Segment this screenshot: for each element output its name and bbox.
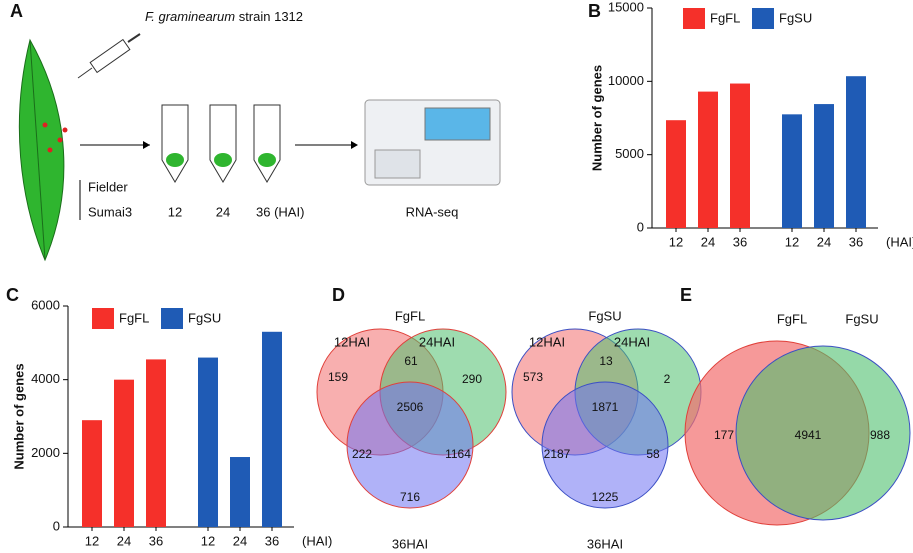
x-tick-label: 24: [817, 234, 831, 249]
timepoint: 24: [216, 204, 230, 219]
region-count: 13: [599, 354, 613, 368]
x-axis-label: (HAI): [302, 533, 332, 548]
region-count: 988: [870, 428, 890, 442]
legend-swatch: [92, 308, 114, 329]
region-count: 1871: [592, 400, 619, 414]
venn-diagram: [511, 328, 702, 509]
y-axis-label: Number of genes: [11, 363, 26, 469]
region-count: 2187: [544, 447, 571, 461]
venn-set: [735, 345, 911, 521]
bar: [198, 357, 218, 527]
legend-label: FgFL: [119, 310, 149, 325]
x-tick-label: 12: [669, 234, 683, 249]
set-label: 12HAI: [334, 334, 370, 349]
set-label: FgSU: [845, 311, 878, 326]
x-tick-label: 36: [849, 234, 863, 249]
set-label: 36HAI: [587, 536, 623, 551]
y-tick-label: 0: [53, 518, 60, 533]
region-count: 290: [462, 372, 482, 386]
timepoint: 12: [168, 204, 182, 219]
region-count: 2506: [397, 400, 424, 414]
y-tick-label: 0: [637, 219, 644, 234]
region-count: 177: [714, 428, 734, 442]
syringe: [77, 33, 141, 79]
sequencer: [364, 99, 501, 186]
panel-label: E: [680, 285, 692, 305]
x-tick-label: 12: [785, 234, 799, 249]
region-count: 222: [352, 447, 372, 461]
set-label: 24HAI: [419, 334, 455, 349]
venn-diagram: [316, 328, 507, 509]
panel-label: A: [10, 1, 23, 21]
x-tick-label: 36: [265, 533, 279, 548]
region-count: 159: [328, 370, 348, 384]
y-tick-label: 6000: [31, 297, 60, 312]
legend-label: FgSU: [188, 310, 221, 325]
bar: [666, 120, 686, 228]
tubes: [161, 104, 281, 183]
bar: [262, 331, 282, 527]
panel-label: D: [332, 285, 345, 305]
x-tick-label: 24: [233, 533, 247, 548]
bar: [846, 76, 866, 228]
x-tick-label: 12: [85, 533, 99, 548]
region-count: 573: [523, 370, 543, 384]
region-count: 716: [400, 490, 420, 504]
bar: [82, 420, 102, 527]
wheat-ear: [18, 38, 68, 262]
y-tick-label: 5000: [615, 146, 644, 161]
legend-swatch: [161, 308, 183, 329]
legend-swatch: [752, 8, 774, 29]
bar: [730, 83, 750, 229]
y-tick-label: 4000: [31, 371, 60, 386]
set-label: FgFL: [777, 311, 807, 326]
bar: [698, 91, 718, 228]
region-count: 4941: [795, 428, 822, 442]
y-axis-label: Number of genes: [589, 65, 604, 171]
strain-label: F. graminearum strain 1312: [145, 9, 303, 24]
region-count: 1225: [592, 490, 619, 504]
bar: [230, 457, 250, 527]
x-tick-label: 24: [701, 234, 715, 249]
region-count: 61: [404, 354, 418, 368]
bar: [814, 104, 834, 228]
set-label: 36HAI: [392, 536, 428, 551]
output-label: RNA-seq: [406, 204, 459, 219]
region-count: 2: [664, 372, 671, 386]
x-tick-label: 36: [733, 234, 747, 249]
x-tick-label: 12: [201, 533, 215, 548]
cultivar: Sumai3: [88, 204, 132, 219]
panel-label: C: [6, 285, 19, 305]
timepoint: 36 (HAI): [256, 204, 304, 219]
cultivar: Fielder: [88, 179, 128, 194]
panel-label: B: [588, 1, 601, 21]
bar: [114, 379, 134, 527]
set-label: 12HAI: [529, 334, 565, 349]
region-count: 58: [646, 447, 660, 461]
region-count: 1164: [445, 447, 471, 461]
venn-title: FgFL: [395, 308, 425, 323]
legend-label: FgSU: [779, 10, 812, 25]
legend-swatch: [683, 8, 705, 29]
x-tick-label: 24: [117, 533, 131, 548]
x-axis-label: (HAI): [886, 234, 913, 249]
bar: [782, 114, 802, 228]
venn-set: [541, 381, 669, 509]
x-tick-label: 36: [149, 533, 163, 548]
y-tick-label: 2000: [31, 445, 60, 460]
y-tick-label: 10000: [608, 73, 644, 88]
venn-title: FgSU: [588, 308, 621, 323]
y-tick-label: 15000: [608, 0, 644, 14]
bar: [146, 359, 166, 527]
venn-set: [346, 381, 474, 509]
legend-label: FgFL: [710, 10, 740, 25]
set-label: 24HAI: [614, 334, 650, 349]
